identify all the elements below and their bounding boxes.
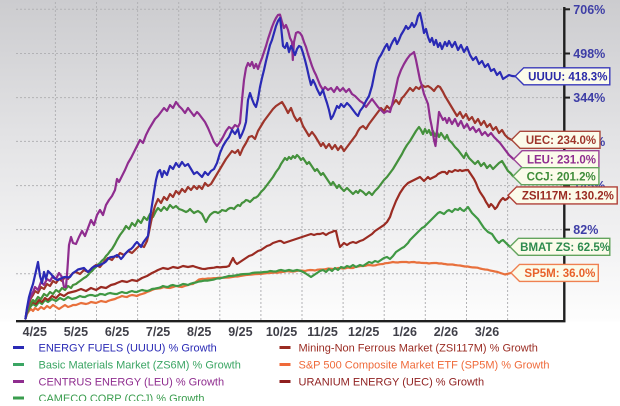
svg-text:11/25: 11/25 <box>307 325 338 339</box>
svg-text:12/25: 12/25 <box>348 325 379 339</box>
svg-text:10/25: 10/25 <box>266 325 297 339</box>
svg-text:4/25: 4/25 <box>23 325 47 339</box>
svg-text:5/25: 5/25 <box>64 325 88 339</box>
svg-text:498%: 498% <box>573 47 605 61</box>
svg-text:Basic Materials Market (ZS6M): Basic Materials Market (ZS6M) % Growth <box>39 360 241 372</box>
svg-text:UUUU: 418.3%: UUUU: 418.3% <box>528 72 607 84</box>
svg-text:ENERGY FUELS (UUUU) % Growth: ENERGY FUELS (UUUU) % Growth <box>39 343 217 355</box>
svg-text:BMAT ZS: 62.5%: BMAT ZS: 62.5% <box>520 242 610 254</box>
svg-text:UEC: 234.0%: UEC: 234.0% <box>526 135 596 147</box>
svg-text:82%: 82% <box>573 223 598 237</box>
svg-text:CAMECO CORP (CCJ) % Growth: CAMECO CORP (CCJ) % Growth <box>39 393 205 401</box>
svg-text:LEU: 231.0%: LEU: 231.0% <box>527 154 596 166</box>
svg-text:S&P 500 Composite Market ETF (: S&P 500 Composite Market ETF (SP5M) % Gr… <box>299 360 550 372</box>
svg-text:8/25: 8/25 <box>187 325 211 339</box>
svg-text:SP5M: 36.0%: SP5M: 36.0% <box>524 268 595 280</box>
svg-text:7/25: 7/25 <box>146 325 170 339</box>
svg-text:6/25: 6/25 <box>105 325 129 339</box>
svg-text:9/25: 9/25 <box>228 325 252 339</box>
svg-text:344%: 344% <box>573 91 605 105</box>
svg-text:URANIUM ENERGY (UEC) % Growth: URANIUM ENERGY (UEC) % Growth <box>299 377 485 389</box>
svg-text:3/26: 3/26 <box>475 325 499 339</box>
svg-text:CCJ: 201.2%: CCJ: 201.2% <box>527 171 596 183</box>
svg-text:2/26: 2/26 <box>434 325 458 339</box>
svg-text:Mining-Non Ferrous Market (ZSI: Mining-Non Ferrous Market (ZSI117M) % Gr… <box>299 343 538 355</box>
svg-text:706%: 706% <box>573 3 605 17</box>
svg-text:1/26: 1/26 <box>393 325 417 339</box>
svg-text:CENTRUS ENERGY (LEU) % Growth: CENTRUS ENERGY (LEU) % Growth <box>39 377 225 389</box>
svg-text:ZSI117M: 130.2%: ZSI117M: 130.2% <box>522 191 614 203</box>
